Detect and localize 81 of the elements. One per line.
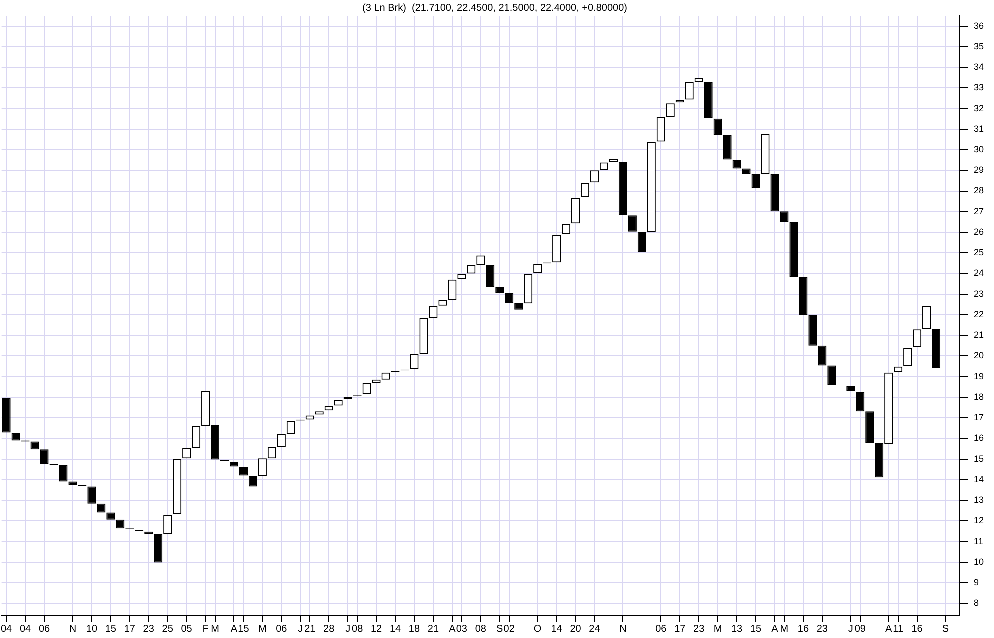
- y-tick-label: 20: [974, 350, 984, 361]
- x-tick-label: 11: [893, 624, 904, 635]
- y-tick-label: 28: [974, 186, 984, 196]
- x-tick-label: S: [942, 624, 950, 635]
- x-tick-label: N: [620, 624, 627, 635]
- y-tick-label: 34: [974, 62, 984, 72]
- x-tick-label: 25: [162, 624, 174, 635]
- x-tick-label: 12: [370, 624, 383, 635]
- x-tick-label: 08: [475, 624, 487, 635]
- y-tick-label: 22: [974, 309, 984, 320]
- y-tick-label: 29: [974, 165, 984, 176]
- chart-title: (3 Ln Brk) (21.7100, 22.4500, 21.5000, 22.4000, +0.80000): [362, 2, 628, 14]
- y-tick-label: 31: [974, 124, 984, 134]
- x-tick-label: 04: [1, 624, 13, 635]
- x-tick-label: J: [848, 624, 854, 635]
- x-tick-label: 02: [504, 624, 516, 635]
- x-tick-label: 15: [750, 624, 762, 635]
- y-tick-label: 12: [974, 516, 984, 526]
- y-tick-label: 16: [974, 433, 984, 444]
- x-tick-label: 24: [589, 624, 601, 635]
- x-tick-label: 06: [656, 624, 668, 635]
- x-tick-label: 21: [428, 624, 440, 635]
- y-tick-label: 36: [974, 20, 984, 31]
- x-tick-label: 14: [551, 624, 563, 635]
- y-tick-label: 18: [974, 392, 984, 402]
- x-tick-label: M: [258, 624, 267, 635]
- x-tick-label: N: [69, 624, 77, 635]
- x-tick-label: M: [714, 624, 722, 635]
- x-tick-label: 13: [731, 624, 744, 635]
- x-tick-label: 16: [798, 624, 810, 635]
- y-tick-label: 14: [974, 474, 984, 484]
- x-tick-label: 15: [238, 624, 250, 635]
- y-tick-label: 26: [974, 226, 984, 237]
- y-tick-label: 8: [974, 598, 980, 608]
- x-tick-label: 23: [143, 624, 155, 635]
- y-tick-label: 15: [974, 454, 984, 464]
- x-tick-label: 23: [694, 624, 706, 635]
- x-tick-label: 17: [674, 624, 686, 635]
- x-tick-label: O: [534, 624, 542, 635]
- y-tick-label: 25: [974, 248, 984, 258]
- x-tick-label: J: [346, 624, 351, 635]
- x-tick-label: 03: [456, 624, 468, 635]
- x-tick-label: 15: [105, 624, 117, 635]
- x-tick-label: 17: [124, 624, 136, 635]
- y-tick-label: 32: [974, 103, 984, 114]
- x-tick-label: 10: [86, 624, 98, 635]
- x-tick-label: A: [772, 624, 779, 635]
- x-tick-label: 20: [570, 624, 582, 635]
- y-tick-label: 30: [974, 144, 984, 155]
- x-tick-label: 08: [352, 624, 364, 635]
- x-tick-label: 04: [20, 624, 32, 635]
- x-tick-label: 06: [38, 624, 51, 635]
- x-tick-label: M: [780, 624, 789, 635]
- y-tick-label: 27: [974, 206, 984, 216]
- x-tick-label: M: [211, 624, 220, 635]
- x-tick-label: F: [202, 624, 209, 635]
- x-tick-label: A: [230, 624, 238, 635]
- x-tick-label: 06: [276, 624, 288, 635]
- x-tick-label: 14: [390, 624, 402, 635]
- x-tick-label: 09: [854, 624, 866, 635]
- y-tick-label: 9: [974, 577, 980, 588]
- y-tick-label: 17: [974, 412, 984, 423]
- y-tick-label: 11: [974, 536, 984, 546]
- y-tick-label: 33: [974, 82, 984, 93]
- y-tick-label: 23: [974, 288, 984, 299]
- x-tick-label: S: [496, 624, 504, 635]
- x-tick-label: 28: [324, 624, 336, 635]
- y-tick-label: 21: [974, 330, 984, 340]
- x-tick-label: 21: [304, 624, 316, 635]
- x-tick-label: 05: [181, 624, 193, 635]
- x-tick-label: 23: [816, 624, 828, 635]
- x-tick-label: J: [298, 624, 304, 635]
- y-tick-label: 13: [974, 495, 984, 506]
- x-tick-label: 18: [408, 624, 420, 635]
- y-tick-label: 19: [974, 371, 984, 382]
- y-tick-label: 24: [974, 268, 984, 278]
- x-tick-label: A: [886, 624, 892, 635]
- x-tick-label: 16: [912, 624, 924, 635]
- y-tick-label: 35: [974, 41, 984, 52]
- y-tick-label: 10: [974, 556, 984, 567]
- x-tick-label: A: [449, 624, 456, 635]
